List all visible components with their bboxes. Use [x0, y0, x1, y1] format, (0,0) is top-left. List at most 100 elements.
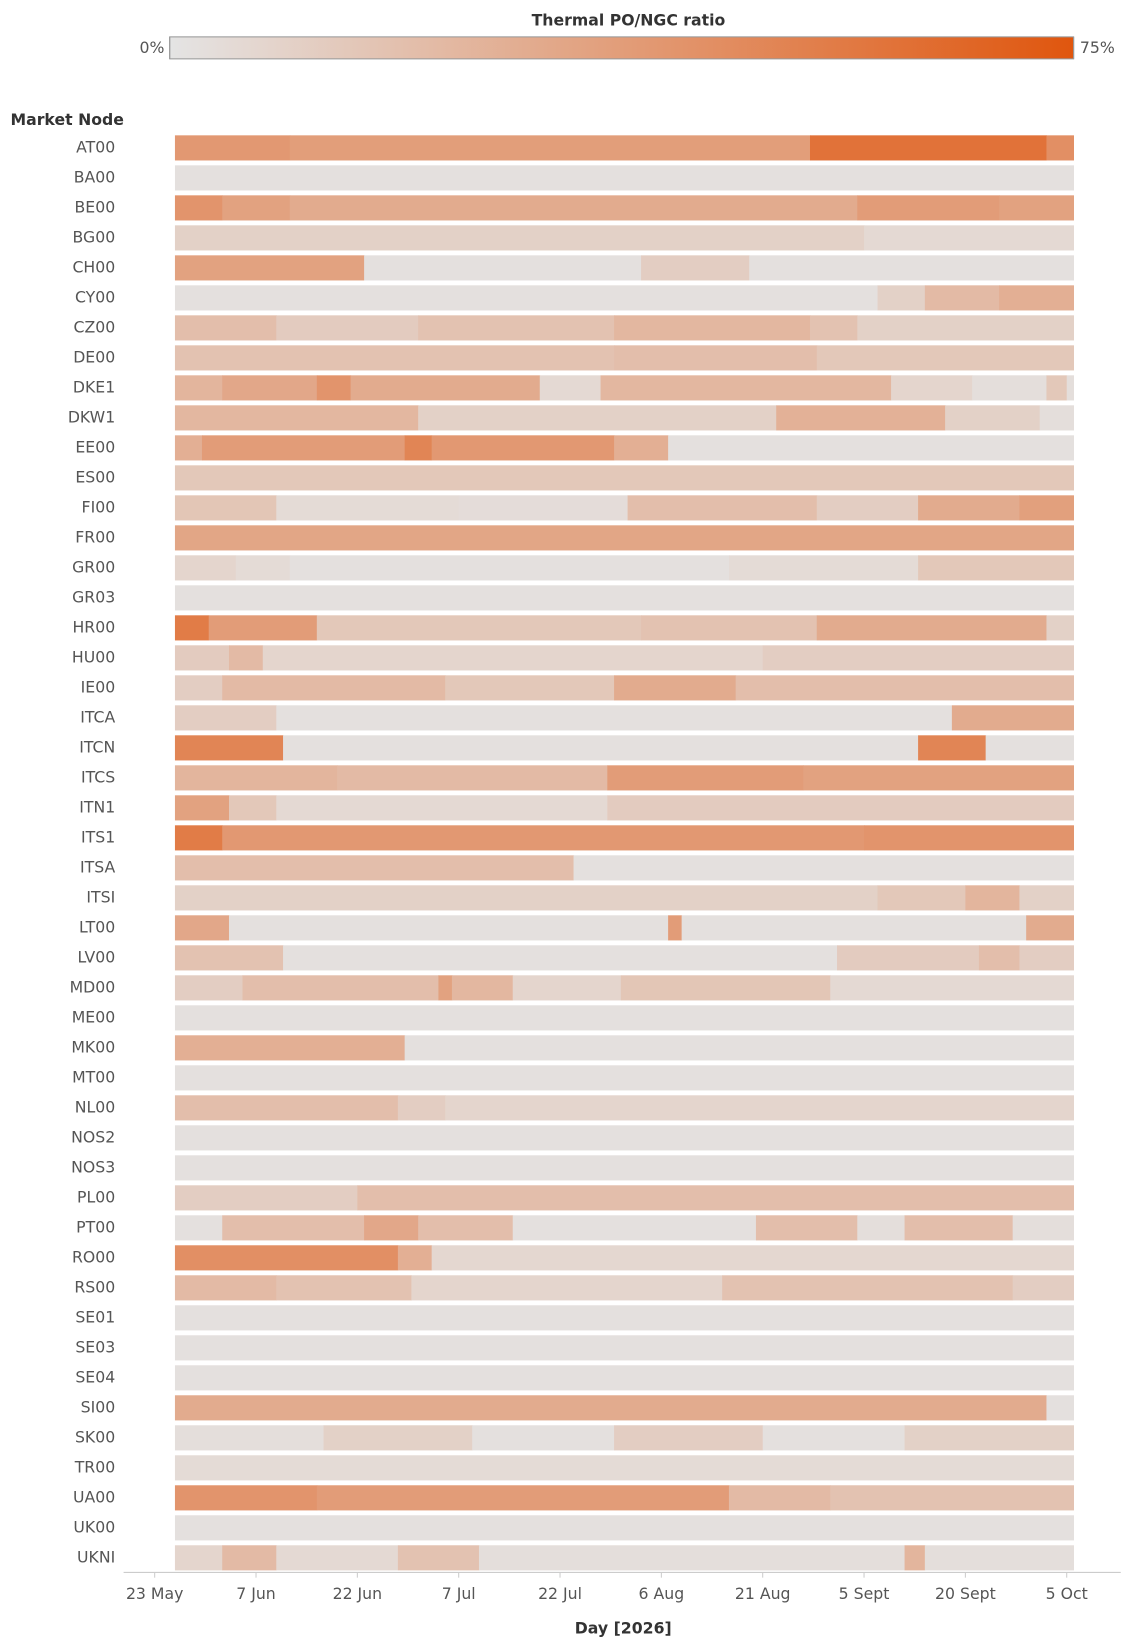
heat-cell	[411, 1275, 723, 1301]
row-label: CZ00	[73, 317, 115, 336]
x-tick-label: 22 Jul	[538, 1584, 582, 1603]
heat-cell	[728, 1485, 831, 1511]
heat-cell	[323, 1425, 473, 1451]
heat-cell	[228, 795, 277, 821]
heat-cell	[174, 1125, 1074, 1151]
heat-cell	[1026, 915, 1074, 941]
heat-cell	[174, 1215, 223, 1241]
heat-cell	[174, 345, 615, 371]
heat-cell	[174, 135, 291, 161]
row-label: ITS1	[81, 827, 115, 846]
heat-cell	[918, 555, 1074, 581]
x-tick-label: 22 Jun	[333, 1584, 383, 1603]
heat-cell	[174, 1035, 406, 1061]
heat-cell	[451, 975, 514, 1001]
heat-cell	[174, 285, 879, 311]
heat-cell	[174, 945, 284, 971]
heat-cell	[276, 795, 608, 821]
heat-cell	[438, 975, 453, 1001]
row-label: GR00	[72, 557, 115, 576]
heat-cell	[174, 495, 277, 521]
heat-cell	[289, 195, 858, 221]
heat-cell	[972, 375, 1047, 401]
heat-cell	[999, 285, 1074, 311]
heat-cell	[472, 1425, 615, 1451]
heat-cell	[418, 1215, 514, 1241]
heat-cell	[816, 615, 1047, 641]
heat-cell	[891, 375, 973, 401]
row-label: BE00	[75, 197, 116, 216]
legend-title: Thermal PO/NGC ratio	[532, 11, 726, 30]
heat-cell	[283, 735, 919, 761]
row-label: UKNI	[77, 1547, 115, 1566]
heat-cell	[924, 285, 1000, 311]
heat-cell	[174, 1425, 325, 1451]
heat-cell	[276, 495, 460, 521]
heat-cell	[614, 1425, 764, 1451]
heat-cell	[978, 945, 1020, 971]
row-label: ITSI	[86, 887, 115, 906]
heat-cell	[641, 255, 750, 281]
heat-cell	[174, 1515, 1074, 1541]
heat-cell	[174, 435, 203, 461]
heat-cell	[174, 1485, 318, 1511]
heat-cell	[1039, 405, 1074, 431]
heat-cell	[985, 735, 1074, 761]
heat-cell	[174, 975, 244, 1001]
heat-cell	[174, 225, 865, 251]
heat-cell	[289, 135, 811, 161]
heat-cell	[614, 315, 811, 341]
heat-cell	[174, 1005, 1074, 1031]
heat-cell	[1012, 1275, 1074, 1301]
row-label: SE03	[75, 1337, 115, 1356]
heat-cell	[174, 255, 365, 281]
row-label: RS00	[74, 1277, 115, 1296]
heat-cell	[904, 1215, 1014, 1241]
heat-cell	[222, 195, 291, 221]
row-label: ITCN	[79, 737, 115, 756]
heat-cell	[357, 1185, 1074, 1211]
row-label: ITCS	[81, 767, 115, 786]
x-axis-title: Day [2026]	[575, 1618, 672, 1637]
heat-cell	[174, 705, 277, 731]
heat-cell	[404, 435, 433, 461]
heat-cell	[722, 1275, 1014, 1301]
row-label: DE00	[73, 347, 115, 366]
heat-cell	[607, 765, 804, 791]
heat-cell	[1019, 945, 1074, 971]
heat-cell	[276, 1275, 412, 1301]
heat-cell	[174, 375, 223, 401]
row-label: ME00	[72, 1007, 115, 1026]
heat-cell	[174, 555, 237, 581]
row-label: LT00	[79, 917, 115, 936]
heat-cell	[201, 435, 406, 461]
heat-cell	[418, 315, 615, 341]
row-label: LV00	[77, 947, 115, 966]
heat-cell	[289, 555, 730, 581]
row-label: DKE1	[73, 377, 115, 396]
heat-cell	[364, 1215, 419, 1241]
row-label: CY00	[75, 287, 115, 306]
heat-cell	[600, 375, 892, 401]
heat-cell	[222, 825, 865, 851]
color-max-label: 75%	[1080, 38, 1115, 57]
heat-cell	[431, 435, 615, 461]
heat-cell	[350, 375, 541, 401]
heat-cell	[857, 1215, 906, 1241]
row-label: BG00	[73, 227, 116, 246]
heat-cell	[174, 825, 223, 851]
heat-cell	[174, 1305, 1074, 1331]
heat-cell	[174, 1335, 1074, 1361]
heat-cell	[174, 405, 419, 431]
row-label: SE04	[75, 1367, 115, 1386]
heat-cell	[174, 855, 575, 881]
heat-cell	[316, 1485, 730, 1511]
row-label: ES00	[75, 467, 115, 486]
heat-cell	[174, 1365, 1074, 1391]
heat-cell	[614, 345, 818, 371]
heat-cell	[478, 1545, 906, 1571]
heat-cell	[1012, 1215, 1074, 1241]
heat-cell	[1046, 375, 1068, 401]
heat-cell	[1019, 495, 1074, 521]
